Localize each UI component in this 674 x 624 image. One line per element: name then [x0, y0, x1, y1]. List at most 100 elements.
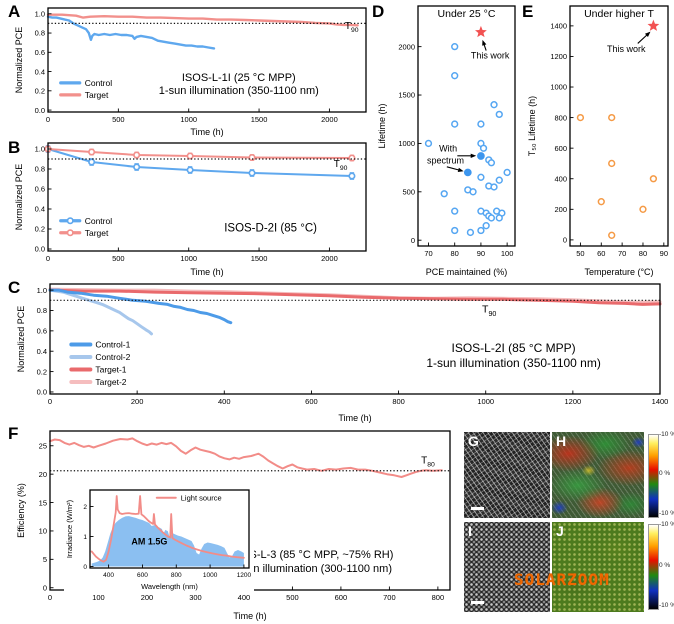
- panel-d-letter: D: [372, 2, 385, 21]
- svg-text:PCE maintained (%): PCE maintained (%): [426, 267, 508, 277]
- svg-text:1400: 1400: [652, 397, 669, 406]
- colorbar-label-max: -10 %: [659, 431, 674, 438]
- svg-text:90: 90: [660, 249, 668, 258]
- svg-text:10: 10: [39, 527, 47, 536]
- svg-text:100: 100: [501, 249, 514, 258]
- svg-text:50: 50: [576, 249, 584, 258]
- panel-a-letter: A: [8, 2, 21, 21]
- svg-text:Control: Control: [85, 216, 113, 226]
- svg-text:60: 60: [597, 249, 605, 258]
- colorbar-label-min: -10 %: [659, 510, 674, 517]
- svg-text:Target-2: Target-2: [95, 377, 126, 387]
- svg-text:1-sun illumination (300-1100 n: 1-sun illumination (300-1100 nm): [232, 563, 392, 575]
- svg-text:Wavelength (nm): Wavelength (nm): [141, 582, 198, 591]
- panel-b-letter: B: [8, 138, 21, 157]
- svg-text:600: 600: [554, 144, 567, 153]
- panel-a: A 0 500 1000 1500 2000 0.0 0.2 0.4 0.6 0.8 1.0 Time…: [8, 2, 374, 138]
- svg-text:2000: 2000: [321, 115, 338, 124]
- svg-text:200: 200: [131, 397, 144, 406]
- svg-text:15: 15: [39, 498, 47, 507]
- svg-text:Normalized PCE: Normalized PCE: [14, 164, 24, 231]
- svg-text:1400: 1400: [550, 22, 567, 31]
- svg-text:0: 0: [83, 564, 87, 571]
- svg-text:200: 200: [141, 593, 154, 602]
- svg-text:Target: Target: [85, 90, 109, 100]
- micrograph-j: J: [552, 522, 644, 612]
- colorbar-label-zero: 0 %: [659, 562, 671, 569]
- svg-text:This work: This work: [471, 50, 510, 60]
- svg-text:ISOS-D-2I (85 °C): ISOS-D-2I (85 °C): [224, 223, 317, 235]
- svg-text:0: 0: [43, 583, 47, 592]
- panel-c: C 0 200 400 600 800 1000 1200 1400 0.0 0.2 0.4 0.6 0…: [8, 278, 670, 424]
- svg-text:70: 70: [618, 249, 626, 258]
- svg-text:300: 300: [189, 593, 202, 602]
- svg-text:0.0: 0.0: [35, 106, 45, 115]
- strain-colorbar-top: [648, 434, 659, 518]
- svg-text:T90: T90: [482, 304, 496, 318]
- svg-text:AM 1.5G: AM 1.5G: [131, 537, 167, 547]
- svg-text:0.4: 0.4: [35, 67, 45, 76]
- panel-f-letter: F: [8, 424, 19, 443]
- panel-c-letter: C: [8, 278, 21, 297]
- micrograph-g-label: G: [468, 433, 479, 449]
- svg-text:20: 20: [39, 470, 47, 479]
- panel-b-chart: 0 500 1000 1500 2000 0.0 0.2 0.4 0.6 0.8 1.0 Time (…: [14, 142, 367, 277]
- svg-text:Time (h): Time (h): [338, 413, 371, 423]
- svg-text:0.2: 0.2: [35, 225, 45, 234]
- panel-f: F 0 100 200 300 400 500 600 700 800 0 5 10 15 20 25 Tim…: [8, 424, 458, 622]
- svg-text:Time (h): Time (h): [190, 127, 223, 137]
- svg-text:Control-2: Control-2: [95, 352, 130, 362]
- svg-text:With: With: [439, 144, 457, 154]
- colorbar-label-zero: 0 %: [659, 470, 671, 477]
- panel-f-inset-spectrum: 400 600 800 1000 1200 0 1 2 Wavelength (nm) Irrad…: [64, 486, 254, 592]
- svg-text:200: 200: [554, 205, 567, 214]
- panel-c-chart: 0 200 400 600 800 1000 1200 1400 0.0 0.2 0.4 0.6 0.8…: [16, 283, 669, 423]
- svg-text:1: 1: [83, 534, 87, 541]
- svg-text:600: 600: [335, 593, 348, 602]
- svg-text:0: 0: [46, 254, 50, 263]
- svg-text:ISOS-L-3 (85 °C MPP, ~75% RH): ISOS-L-3 (85 °C MPP, ~75% RH): [231, 549, 394, 561]
- scale-bar: [471, 601, 484, 604]
- panel-d: D 70 80 90 100 0 500 1000 1500 2000 PCE maintaine…: [372, 2, 522, 278]
- svg-text:90: 90: [477, 249, 485, 258]
- micrograph-i: I: [464, 522, 550, 612]
- svg-text:500: 500: [402, 188, 415, 197]
- svg-text:2: 2: [83, 504, 87, 511]
- svg-text:400: 400: [218, 397, 231, 406]
- svg-text:0.4: 0.4: [35, 205, 45, 214]
- svg-text:500: 500: [286, 593, 299, 602]
- svg-text:Under higher T: Under higher T: [584, 8, 654, 20]
- svg-text:800: 800: [554, 113, 567, 122]
- panel-e: E 50 60 70 80 90 0 200 400 600 800 1000 1200 1400 Tem…: [522, 2, 674, 278]
- micrograph-h-label: H: [556, 433, 567, 449]
- svg-text:1000: 1000: [180, 254, 197, 263]
- svg-text:1200: 1200: [237, 572, 252, 579]
- svg-text:Under 25 °C: Under 25 °C: [438, 8, 496, 20]
- micrograph-grid: G H -10 % 0 % -10 % I J -10 % 0 % -10 % …: [458, 424, 674, 624]
- svg-text:80: 80: [451, 249, 459, 258]
- svg-text:Time (h): Time (h): [190, 267, 223, 277]
- svg-text:0: 0: [411, 236, 415, 245]
- svg-text:Lifetime (h): Lifetime (h): [377, 103, 387, 148]
- svg-text:0.2: 0.2: [37, 367, 47, 376]
- svg-text:0.4: 0.4: [37, 347, 47, 356]
- watermark: SOLARZOOM: [514, 570, 610, 589]
- panel-e-chart: 50 60 70 80 90 0 200 400 600 800 1000 1200 1400 Tempe…: [527, 5, 669, 277]
- svg-text:0: 0: [563, 236, 567, 245]
- colorbar-label-min: -10 %: [659, 602, 674, 609]
- strain-colorbar-bottom: [648, 524, 659, 610]
- svg-text:1500: 1500: [251, 115, 268, 124]
- svg-text:1000: 1000: [398, 139, 415, 148]
- svg-text:25: 25: [39, 441, 47, 450]
- svg-text:0: 0: [46, 115, 50, 124]
- colorbar-label-max: -10 %: [659, 521, 674, 528]
- svg-text:T₅₀ Lifetime (h): T₅₀ Lifetime (h): [527, 96, 537, 156]
- svg-text:5: 5: [43, 555, 47, 564]
- micrograph-j-label: J: [556, 523, 564, 539]
- svg-text:80: 80: [639, 249, 647, 258]
- svg-text:500: 500: [112, 115, 125, 124]
- svg-text:2000: 2000: [321, 254, 338, 263]
- svg-text:ISOS-L-1I (25 °C MPP): ISOS-L-1I (25 °C MPP): [182, 72, 296, 84]
- svg-text:T80: T80: [421, 456, 435, 469]
- svg-text:1200: 1200: [565, 397, 582, 406]
